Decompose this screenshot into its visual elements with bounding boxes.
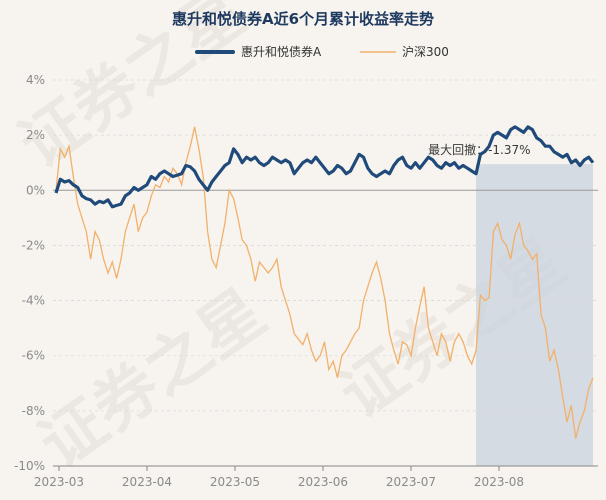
y-tick-label: -4% bbox=[22, 294, 45, 308]
watermark-text-2: 证券之星 bbox=[27, 276, 279, 483]
y-tick-label: -10% bbox=[14, 459, 45, 473]
y-tick-label: -2% bbox=[22, 238, 45, 252]
series-line-fund bbox=[54, 125, 595, 209]
legend: 惠升和悦债券A 沪深300 bbox=[195, 44, 449, 59]
x-tick-label: 2023-08 bbox=[474, 475, 524, 489]
x-tick-label: 2023-07 bbox=[386, 475, 436, 489]
y-tick-label: -8% bbox=[22, 404, 45, 418]
legend-label-series-2: 沪深300 bbox=[402, 45, 449, 59]
y-tick-label: 0% bbox=[26, 183, 45, 197]
max-drawdown-band bbox=[476, 164, 593, 467]
y-tick-label: -6% bbox=[22, 349, 45, 363]
y-axis: 4% 2% 0% -2% -4% -6% -8% -10% bbox=[14, 73, 45, 473]
max-drawdown-label: 最大回撤：-1.37% bbox=[428, 142, 530, 157]
chart-title: 惠升和悦债券A近6个月累计收益率走势 bbox=[172, 10, 434, 28]
x-tick-label: 2023-05 bbox=[210, 475, 260, 489]
x-tick-label: 2023-03 bbox=[34, 475, 84, 489]
series-line-hushen300 bbox=[55, 126, 594, 439]
y-tick-label: 4% bbox=[26, 73, 45, 87]
x-axis: 2023-03 2023-04 2023-05 2023-06 2023-07 2023-… bbox=[34, 465, 598, 489]
x-tick-label: 2023-06 bbox=[298, 475, 348, 489]
y-tick-label: 2% bbox=[26, 128, 45, 142]
x-tick-label: 2023-04 bbox=[122, 475, 172, 489]
legend-label-series-1: 惠升和悦债券A bbox=[241, 44, 322, 59]
